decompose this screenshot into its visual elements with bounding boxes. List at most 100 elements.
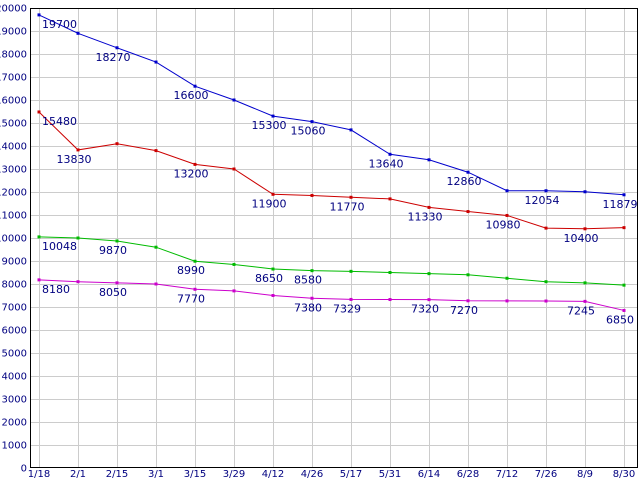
- point-label: 8650: [255, 272, 283, 285]
- svg-text:19000: 19000: [0, 27, 27, 38]
- svg-text:8/30: 8/30: [613, 469, 635, 480]
- series-magenta-marker: [505, 299, 509, 303]
- point-label: 7245: [567, 304, 595, 317]
- series-blue-marker: [115, 46, 119, 50]
- svg-text:8/9: 8/9: [577, 469, 593, 480]
- series-red-marker: [232, 167, 236, 171]
- series-green-marker: [427, 272, 431, 276]
- series-green-marker: [388, 271, 392, 274]
- series-red-marker: [544, 226, 548, 230]
- point-label: 7320: [411, 303, 439, 316]
- svg-text:5/31: 5/31: [379, 469, 401, 480]
- svg-text:13000: 13000: [0, 165, 27, 176]
- series-green-marker: [583, 281, 587, 285]
- series-red-marker: [466, 210, 470, 214]
- point-label: 18270: [96, 51, 131, 64]
- svg-text:2/1: 2/1: [70, 469, 86, 480]
- series-green-marker: [232, 262, 236, 266]
- series-green-marker: [154, 245, 158, 249]
- series-green-marker: [466, 273, 470, 277]
- svg-text:17000: 17000: [0, 73, 27, 84]
- point-label: 15480: [42, 115, 77, 128]
- series-green-marker: [349, 269, 353, 273]
- svg-text:6/14: 6/14: [418, 469, 440, 480]
- point-label: 6850: [606, 313, 634, 326]
- svg-text:14000: 14000: [0, 142, 27, 153]
- svg-text:9000: 9000: [2, 257, 27, 268]
- series-red-marker: [349, 195, 353, 199]
- x-axis-labels: 1/18 2/1 2/15 3/1 3/15 3/29 4/12 4/26 5/17 5/31 6/…: [28, 469, 635, 480]
- series-blue-marker: [232, 98, 236, 102]
- y-axis-labels: 0 1000 2000 3000 4000 5000 6000 7000 8000 9000 100…: [0, 4, 27, 475]
- series-red-marker: [388, 197, 392, 201]
- series-red-line: [38, 111, 625, 230]
- svg-text:3000: 3000: [2, 395, 27, 406]
- point-label: 10400: [564, 232, 599, 245]
- series-blue: [37, 13, 626, 197]
- series-blue-marker: [544, 189, 548, 193]
- svg-text:7/12: 7/12: [496, 469, 518, 480]
- svg-text:3/29: 3/29: [223, 469, 245, 480]
- series-blue-marker: [349, 128, 353, 132]
- point-label: 7380: [294, 301, 322, 314]
- series-blue-line: [38, 14, 625, 196]
- series-magenta-marker: [76, 280, 80, 284]
- series-blue-marker: [505, 189, 509, 193]
- series-red-marker: [622, 226, 626, 230]
- point-label: 15300: [252, 119, 287, 132]
- svg-text:5000: 5000: [2, 349, 27, 360]
- point-label: 11879: [603, 198, 638, 211]
- series-green-marker: [310, 269, 314, 273]
- series-green-marker: [37, 235, 41, 239]
- svg-text:7/26: 7/26: [535, 469, 557, 480]
- svg-text:8000: 8000: [2, 280, 27, 291]
- series-red-marker: [37, 110, 41, 114]
- series-magenta-marker: [622, 308, 626, 312]
- svg-text:6/28: 6/28: [457, 469, 479, 480]
- series-green: [37, 235, 626, 287]
- point-label: 8580: [294, 274, 322, 287]
- point-label: 13640: [369, 157, 404, 170]
- series-magenta-marker: [37, 278, 41, 282]
- series-red: [37, 110, 626, 231]
- series-blue-marker: [622, 193, 626, 197]
- series-red-marker: [76, 148, 80, 152]
- svg-text:18000: 18000: [0, 50, 27, 61]
- series-blue-marker: [76, 31, 80, 35]
- point-label: 10980: [486, 218, 521, 231]
- point-label: 11900: [252, 197, 287, 210]
- series-blue-marker: [388, 152, 392, 156]
- svg-text:2000: 2000: [2, 418, 27, 429]
- series-green-marker: [544, 280, 548, 284]
- series-red-marker: [310, 193, 314, 197]
- svg-text:11000: 11000: [0, 211, 27, 222]
- svg-text:1/18: 1/18: [28, 469, 50, 480]
- point-label: 16600: [174, 89, 209, 102]
- svg-text:6000: 6000: [2, 326, 27, 337]
- series-green-marker: [76, 236, 80, 240]
- series-blue-marker: [310, 120, 314, 124]
- series-blue-marker: [37, 13, 41, 17]
- gridlines: [30, 8, 638, 468]
- series-magenta-line: [38, 279, 625, 311]
- series-magenta-marker: [193, 287, 197, 291]
- series-red-marker: [193, 162, 197, 166]
- point-label: 10048: [42, 240, 77, 253]
- point-label: 13830: [57, 153, 92, 166]
- series-magenta-marker: [115, 281, 119, 285]
- series-blue-marker: [583, 190, 587, 194]
- series-magenta: [37, 278, 626, 312]
- series-magenta-marker: [154, 282, 158, 286]
- series-magenta-marker: [349, 297, 353, 301]
- svg-text:4/26: 4/26: [301, 469, 323, 480]
- series-magenta-marker: [310, 296, 314, 300]
- point-label: 13200: [174, 167, 209, 180]
- series-magenta-marker: [232, 289, 236, 293]
- series-blue-marker: [154, 60, 158, 64]
- series-blue-marker: [271, 114, 275, 118]
- point-label: 7270: [450, 304, 478, 317]
- series-green-marker: [115, 239, 119, 243]
- point-label: 7329: [333, 302, 361, 315]
- series-red-marker: [427, 205, 431, 209]
